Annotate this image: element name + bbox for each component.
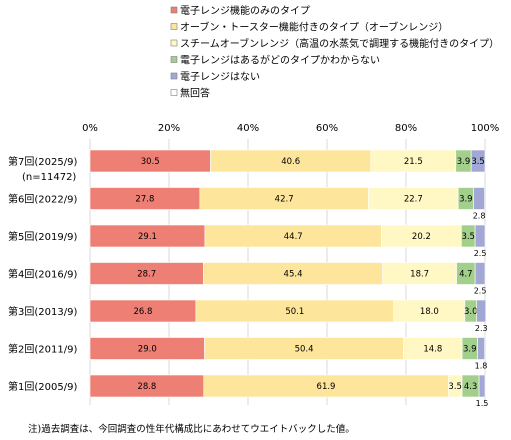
x-tick-label: 40% (237, 123, 259, 134)
data-label: 20.2 (412, 232, 431, 242)
category-label: 第6回(2022/9) (8, 193, 77, 206)
data-label: 4.3 (464, 382, 478, 392)
bar-segment (476, 299, 487, 323)
data-label: 1.5 (476, 399, 489, 408)
data-label: 61.9 (317, 382, 336, 392)
bars: 30.5 40.6 21.5 3.9 3.527.8 42.7 22.7 3.92.829.1… (89, 149, 489, 408)
data-label: 4.7 (459, 270, 473, 280)
legend-label: 電子レンジはない (180, 71, 260, 83)
data-label: 3.5 (461, 232, 475, 242)
data-label: 29.1 (138, 232, 157, 242)
data-label: 44.7 (284, 232, 303, 242)
footnote: 注)過去調査は、今回調査の性年代構成比にあわせてウエイトバックした値。 (28, 423, 355, 435)
data-label: 21.5 (404, 157, 423, 167)
category-sublabel: (n=11472) (22, 172, 76, 183)
legend-swatch (170, 72, 178, 80)
category-label: 第5回(2019/9) (8, 230, 77, 243)
x-tick-label: 80% (395, 123, 417, 134)
legend-swatch (170, 6, 178, 14)
legend-swatch (170, 39, 178, 47)
legend-label: 電子レンジはあるがどのタイプかわからない (180, 54, 380, 67)
bar-segment (478, 374, 486, 398)
data-label: 40.6 (281, 157, 300, 167)
category-label: 第7回(2025/9) (8, 155, 77, 168)
legend: 電子レンジ機能のみのタイプオーブン・トースター機能付きのタイプ（オーブンレンジ）… (170, 4, 499, 100)
bar-segment (470, 149, 486, 173)
data-label: 30.5 (141, 157, 160, 167)
data-label: 2.8 (473, 212, 486, 221)
legend-label: オーブン・トースター機能付きのタイプ（オーブンレンジ） (180, 21, 448, 34)
data-label: 28.7 (137, 270, 156, 280)
data-label: 50.4 (295, 345, 314, 355)
data-label: 1.8 (475, 362, 488, 371)
legend-label: スチームオーブンレンジ（高温の水蒸気で調理する機能付きのタイプ） (180, 37, 499, 50)
data-label: 18.7 (410, 270, 429, 280)
data-label: 14.8 (423, 345, 442, 355)
data-label: 2.5 (474, 249, 487, 258)
legend-swatch (170, 23, 178, 30)
category-label: 第2回(2011/9) (8, 343, 77, 356)
legend-swatch (170, 89, 178, 96)
data-label: 22.7 (404, 195, 423, 205)
category-label: 第1回(2005/9) (8, 380, 77, 393)
legend-swatch (170, 56, 178, 63)
x-tick-label: 100% (471, 123, 500, 134)
data-label: 3.9 (463, 345, 477, 355)
data-label: 18.0 (420, 307, 439, 317)
bar-segment (474, 262, 486, 285)
x-tick-label: 60% (316, 123, 338, 134)
data-label: 3.5 (471, 157, 485, 167)
x-tick-label: 0% (82, 123, 98, 134)
data-label: 50.1 (285, 307, 304, 317)
legend-label: 電子レンジ機能のみのタイプ (180, 4, 310, 17)
data-label: 42.7 (275, 195, 294, 205)
data-label: 2.5 (474, 287, 487, 296)
data-label: 45.4 (284, 270, 303, 280)
data-label: 26.8 (133, 307, 152, 317)
data-label: 3.0 (464, 307, 478, 317)
data-label: 2.3 (475, 324, 488, 333)
data-label: 3.9 (459, 195, 473, 205)
x-tick-label: 20% (158, 123, 180, 134)
data-label: 27.8 (135, 195, 154, 205)
category-labels: 第7回(2025/9) (n=11472) 第6回(2022/9) 第5回(2019/… (8, 155, 77, 393)
category-label: 第3回(2013/9) (8, 305, 77, 318)
bar-segment (477, 337, 485, 360)
bar-segment (474, 224, 486, 248)
legend-label: 無回答 (180, 87, 210, 100)
x-axis-ticks: 0% 20% 40% 60% 80% 100% (82, 123, 499, 134)
category-label: 第4回(2016/9) (8, 268, 77, 281)
data-label: 3.9 (457, 157, 471, 167)
data-label: 3.5 (448, 382, 462, 392)
bar-segment (473, 187, 485, 210)
data-label: 29.0 (138, 345, 157, 355)
data-label: 28.8 (137, 382, 156, 392)
